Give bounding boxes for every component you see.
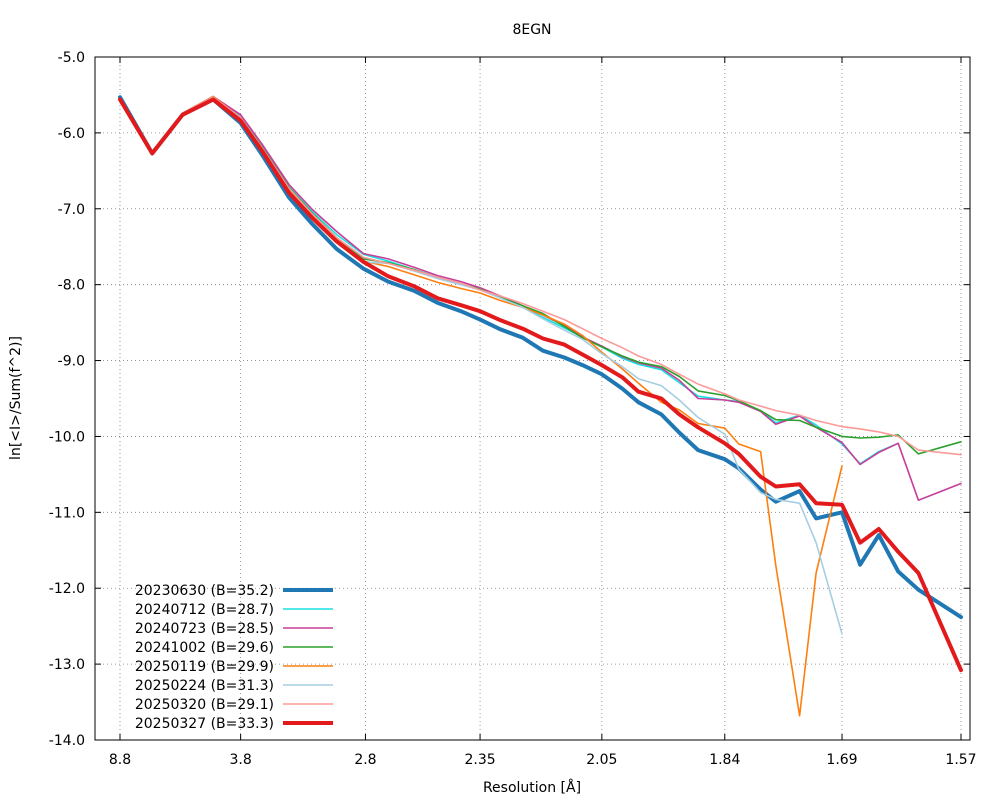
- legend-label: 20250327 (B=33.3): [135, 716, 274, 732]
- series-layer: [118, 95, 963, 717]
- x-tick-label: 2.35: [464, 752, 495, 768]
- legend-label: 20240712 (B=28.7): [135, 602, 274, 618]
- series-line-1: [118, 95, 963, 620]
- x-tick-label: 8.8: [109, 752, 131, 768]
- legend-label: 20250224 (B=31.3): [135, 678, 274, 694]
- y-tick-label: -12.0: [49, 581, 85, 597]
- y-tick-label: -7.0: [58, 202, 85, 218]
- x-tick-label: 2.05: [586, 752, 617, 768]
- y-tick-label: -8.0: [58, 278, 85, 294]
- y-tick-label: -6.0: [58, 126, 85, 142]
- x-tick-label: 3.8: [229, 752, 251, 768]
- x-tick-label: 1.69: [826, 752, 857, 768]
- y-axis-title: ln[<I>/Sum(f^2)]: [8, 336, 24, 460]
- series-line-7: [119, 96, 962, 456]
- x-axis-title: Resolution [Å]: [483, 779, 581, 796]
- series-line-8: [118, 97, 963, 673]
- legend-label: 20241002 (B=29.6): [135, 640, 274, 656]
- y-tick-label: -14.0: [49, 733, 85, 749]
- tick-layer: -5.0 -6.0 -7.0 -8.0 -9.0 -10.0 -11.0 -12.0 -13.0…: [49, 50, 977, 768]
- y-tick-label: -10.0: [49, 429, 85, 445]
- legend-label: 20250320 (B=29.1): [135, 697, 274, 713]
- x-tick-label: 1.57: [945, 752, 976, 768]
- legend-label: 20250119 (B=29.9): [135, 659, 274, 675]
- legend-label: 20230630 (B=35.2): [135, 583, 274, 599]
- x-tick-label: 1.84: [709, 752, 740, 768]
- y-tick-label: -5.0: [58, 50, 85, 66]
- legend-label: 20240723 (B=28.5): [135, 621, 274, 637]
- y-tick-label: -11.0: [49, 505, 85, 521]
- legend: 20230630 (B=35.2) 20240712 (B=28.7) 202407…: [135, 583, 333, 732]
- plot-frame: [94, 56, 971, 741]
- y-tick-label: -13.0: [49, 657, 85, 673]
- chart-title: 8EGN: [512, 22, 551, 38]
- x-tick-label: 2.8: [354, 752, 376, 768]
- y-tick-label: -9.0: [58, 354, 85, 370]
